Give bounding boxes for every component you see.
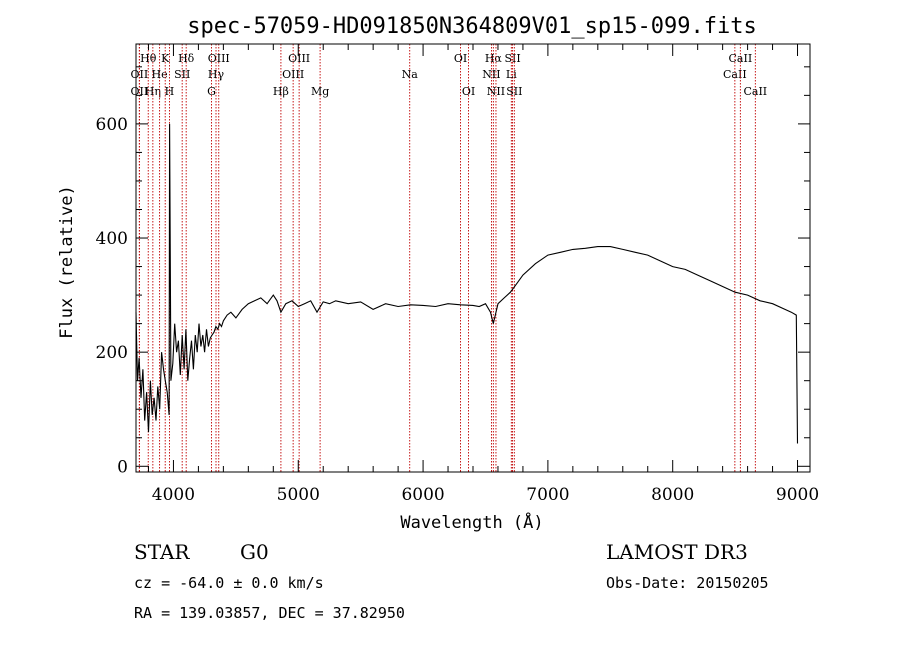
line-label-18: OI (462, 85, 475, 98)
y-tick-label-400: 400 (96, 229, 128, 249)
line-label-3: Hη (145, 85, 161, 98)
line-label-7: Hδ (178, 52, 195, 65)
x-tick-label-7000: 7000 (526, 485, 569, 505)
line-label-22: SII (504, 52, 520, 65)
line-label-26: CaII (729, 52, 753, 65)
emission-lines: OIIOIIHθHηHeKHHδSIIGOIIIHγHβOIIIOIIIMgNa… (131, 44, 767, 472)
line-label-13: OIII (282, 68, 304, 81)
line-label-19: Hα (485, 52, 503, 65)
line-label-16: Na (402, 68, 419, 81)
line-label-12: Hβ (273, 85, 289, 98)
line-label-8: SII (174, 68, 190, 81)
line-label-1: OII (131, 85, 149, 98)
line-label-11: Hγ (208, 68, 225, 81)
spectral-subclass: G0 (240, 540, 269, 564)
line-label-17: OI (454, 52, 467, 65)
y-axis-label: Flux (relative) (57, 185, 77, 339)
survey-name: LAMOST DR3 (606, 540, 748, 564)
x-axis-label: Wavelength (Å) (400, 511, 543, 533)
x-tick-label-9000: 9000 (776, 485, 819, 505)
line-label-2: Hθ (140, 52, 157, 65)
obs-date: Obs-Date: 20150205 (606, 574, 769, 592)
redshift-text: cz = -64.0 ± 0.0 km/s (134, 574, 324, 592)
line-label-20: NII (482, 68, 500, 81)
chart-title: spec-57059-HD091850N364809V01_sp15-099.f… (187, 14, 757, 39)
line-label-5: K (161, 52, 170, 65)
line-label-21: NII (487, 85, 505, 98)
plot-frame (135, 43, 811, 473)
axis-ticks: 4000 5000 6000 7000 8000 9000 0 200 400 600 (96, 44, 819, 505)
coordinates: RA = 139.03857, DEC = 37.82950 (134, 604, 405, 622)
y-tick-label-600: 600 (96, 115, 128, 135)
line-label-9: G (207, 85, 216, 98)
y-tick-label-200: 200 (96, 343, 128, 363)
x-tick-label-5000: 5000 (277, 485, 320, 505)
object-class: STAR (134, 540, 190, 564)
line-label-24: SII (506, 85, 522, 98)
flux-series-line (135, 123, 799, 444)
line-label-14: OIII (288, 52, 310, 65)
x-tick-label-4000: 4000 (152, 485, 195, 505)
line-label-25: CaII (723, 68, 747, 81)
line-label-10: OIII (208, 52, 230, 65)
line-label-23: Li (506, 68, 517, 81)
x-tick-label-6000: 6000 (401, 485, 444, 505)
x-tick-label-8000: 8000 (651, 485, 694, 505)
y-tick-label-0: 0 (117, 457, 128, 477)
line-label-4: He (152, 68, 168, 81)
line-label-15: Mg (311, 85, 329, 98)
line-label-27: CaII (743, 85, 767, 98)
line-label-6: H (165, 85, 175, 98)
